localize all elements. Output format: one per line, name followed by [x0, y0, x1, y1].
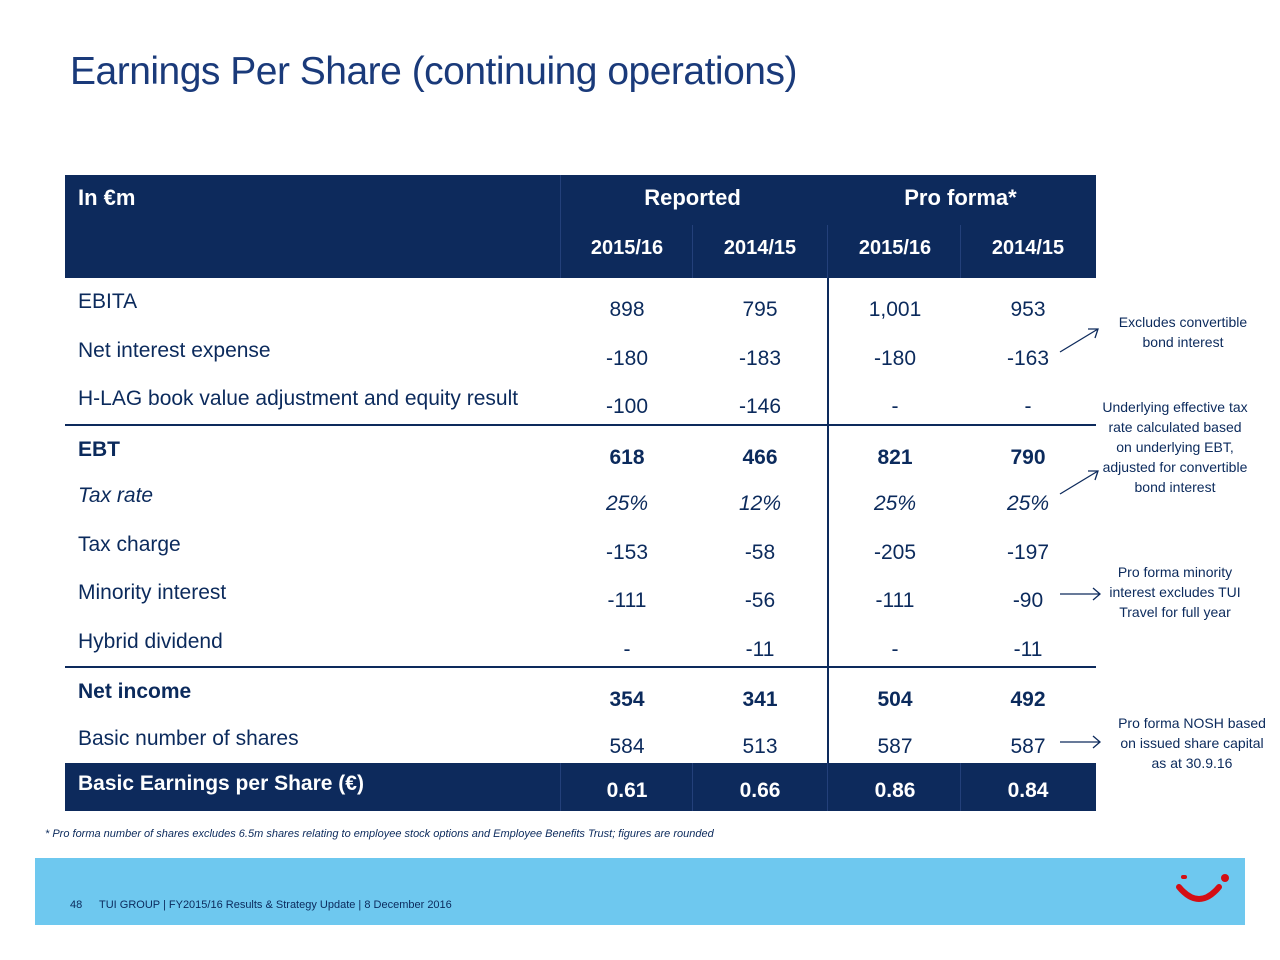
row-value: -180	[873, 346, 917, 370]
eps-divider	[827, 763, 828, 811]
table-row: Tax charge -153 -58 -205 -197	[65, 521, 1096, 570]
group-proforma: Pro forma*	[904, 185, 1017, 210]
row-label: Minority interest	[78, 581, 227, 604]
row-value: -	[1024, 395, 1032, 418]
row-value: -58	[744, 540, 776, 564]
row-value: -205	[873, 540, 917, 564]
row-value: -11	[1013, 637, 1043, 661]
row-label: H-LAG book value adjustment and equity r…	[78, 387, 519, 410]
row-value: -183	[738, 346, 782, 370]
row-label: EBITA	[78, 290, 138, 313]
row-value: -	[891, 395, 899, 418]
note-nosh: Pro forma NOSH based on issued share cap…	[1118, 715, 1266, 771]
eps-value: 0.66	[739, 779, 781, 802]
row-value: 618	[609, 445, 645, 469]
row-value: -153	[605, 540, 649, 564]
arrow-icon	[1059, 328, 1099, 353]
row-value: 504	[877, 688, 913, 711]
arrow-icon	[1059, 470, 1099, 495]
row-value: -163	[1006, 346, 1050, 370]
group-reported: Reported	[644, 185, 741, 210]
unit-label: In €m	[78, 185, 136, 210]
row-value: 466	[742, 445, 778, 469]
year-header: 2015/16	[590, 237, 664, 259]
footer-page-number: 48	[70, 899, 83, 911]
row-label: Hybrid dividend	[78, 629, 223, 653]
footer-bar: 48 TUI GROUP | FY2015/16 Results & Strat…	[35, 858, 1245, 925]
table-row: EBITA 898 795 1,001 953	[65, 278, 1096, 327]
row-value: 341	[742, 688, 778, 711]
header-divider	[692, 225, 693, 278]
row-value: 354	[609, 688, 645, 711]
eps-table: In €m Reported Pro forma* 2015/16 2014/1…	[65, 175, 1096, 811]
row-value: 953	[1010, 298, 1046, 321]
row-label: Tax rate	[78, 484, 154, 507]
table-row: Minority interest -111 -56 -111 -90	[65, 569, 1096, 618]
footer-text: TUI GROUP | FY2015/16 Results & Strategy…	[99, 899, 452, 911]
table-header: In €m Reported Pro forma* 2015/16 2014/1…	[65, 175, 1096, 278]
row-value: -100	[605, 395, 649, 418]
arrow-icon	[1060, 735, 1101, 749]
eps-divider	[692, 763, 693, 811]
year-header: 2014/15	[991, 237, 1065, 259]
row-value: 1,001	[868, 298, 922, 321]
note-tax: Underlying effective tax rate calculated…	[1102, 399, 1248, 495]
table-body: EBITA 898 795 1,001 953 Net interest expense -…	[65, 278, 1096, 763]
eps-value: 0.86	[874, 779, 916, 802]
row-value: -56	[744, 589, 776, 612]
page-title: Earnings Per Share (continuing operation…	[70, 50, 797, 93]
row-label: Tax charge	[78, 532, 181, 556]
row-label: Basic number of shares	[78, 726, 299, 750]
row-value: -180	[605, 346, 649, 370]
table-row: Net income 354 341 504 492	[65, 666, 1096, 715]
header-divider	[560, 175, 561, 278]
table-row: Tax rate 25% 12% 25% 25%	[65, 472, 1096, 521]
table-row: EBT 618 466 821 790	[65, 423, 1096, 473]
row-value: -111	[607, 589, 647, 612]
footnote: * Pro forma number of shares excludes 6.…	[45, 828, 714, 840]
row-value: 821	[877, 445, 913, 469]
eps-value: 0.84	[1007, 779, 1049, 802]
row-value: -11	[745, 637, 775, 661]
proforma-divider	[827, 278, 829, 763]
row-value: 587	[1010, 734, 1046, 758]
table-row: Basic number of shares 584 513 587 587	[65, 715, 1096, 764]
row-value: 587	[877, 734, 913, 758]
eps-divider	[560, 763, 561, 811]
row-value: -197	[1006, 540, 1050, 564]
row-value: 25%	[873, 492, 917, 515]
table-row: Hybrid dividend - -11 - -11	[65, 618, 1096, 667]
row-value: 898	[609, 298, 645, 321]
row-label: EBT	[78, 437, 120, 461]
note-bond: Excludes convertible bond interest	[1118, 314, 1248, 350]
row-value: -	[891, 637, 899, 661]
eps-divider	[960, 763, 961, 811]
row-value: 584	[609, 734, 645, 758]
row-label: Net interest expense	[78, 338, 271, 362]
row-value: -146	[738, 395, 782, 418]
tui-logo-icon	[1176, 874, 1229, 902]
table-row: Net interest expense -180 -183 -180 -163	[65, 327, 1096, 376]
row-value: 12%	[738, 492, 782, 515]
row-value: 513	[742, 734, 778, 758]
row-value: -111	[875, 589, 915, 612]
table-row: H-LAG book value adjustment and equity r…	[65, 375, 1096, 424]
note-minority: Pro forma minority interest excludes TUI…	[1109, 564, 1241, 620]
arrow-icon	[1060, 587, 1101, 601]
row-value: -	[623, 637, 631, 661]
eps-row: Basic Earnings per Share (€) 0.61 0.66 0…	[65, 763, 1096, 811]
row-value: 25%	[605, 492, 649, 515]
year-header: 2015/16	[858, 237, 932, 259]
eps-value: 0.61	[606, 779, 648, 802]
row-value: 25%	[1006, 492, 1050, 515]
header-divider	[960, 225, 961, 278]
header-divider	[827, 225, 828, 278]
row-value: 795	[742, 298, 778, 321]
row-value: -90	[1012, 589, 1044, 612]
eps-label: Basic Earnings per Share (€)	[78, 772, 364, 795]
year-header: 2014/15	[723, 237, 797, 259]
row-value: 492	[1010, 688, 1046, 711]
row-label: Net income	[78, 680, 192, 703]
row-value: 790	[1010, 445, 1046, 469]
